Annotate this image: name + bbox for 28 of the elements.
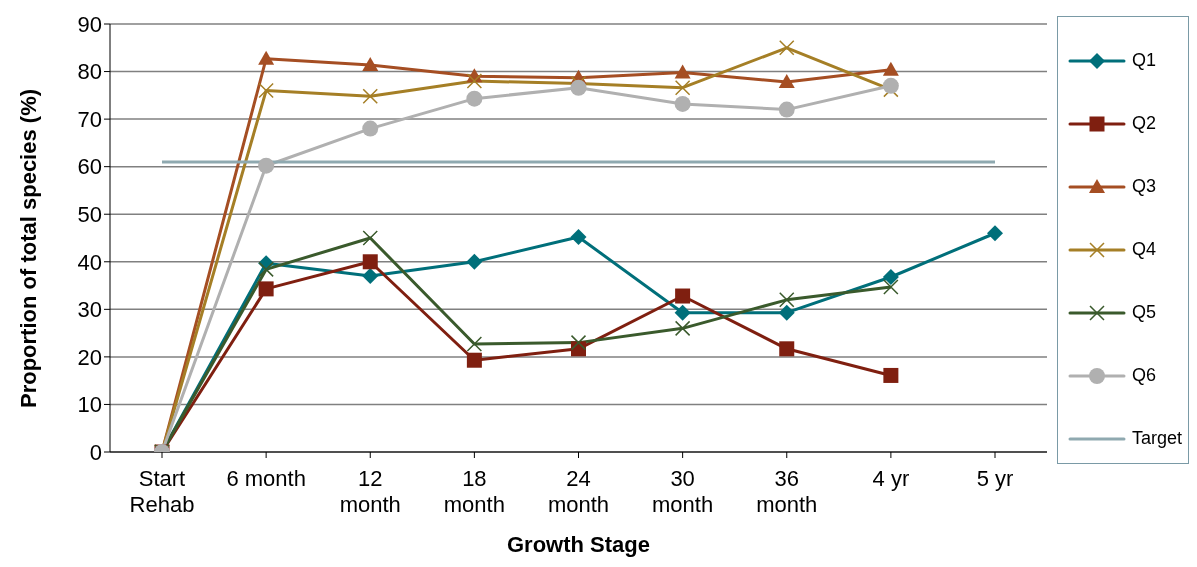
x-tick-label: 12 month	[339, 466, 401, 517]
x-tick-label: 4 yr	[872, 466, 910, 491]
y-tick-label: 30	[77, 297, 102, 323]
x-tick-label: 6 month	[226, 466, 306, 491]
y-tick-label: 20	[77, 344, 102, 370]
x-tick-label: 36 month	[756, 466, 818, 517]
x-tick-label: Start Rehab	[129, 466, 195, 517]
legend-label: Q5	[1132, 302, 1157, 323]
legend-label: Q4	[1132, 239, 1157, 260]
y-tick-label: 0	[89, 439, 102, 465]
y-tick-label: 70	[77, 106, 102, 132]
x-tick-label: 30 month	[652, 466, 714, 517]
y-tick-label: 10	[77, 392, 102, 418]
legend-label: Q6	[1132, 365, 1157, 386]
x-tick-label: 24 month	[547, 466, 610, 517]
legend-label: Q2	[1132, 113, 1157, 134]
legend-label: Q3	[1132, 176, 1157, 197]
y-axis-title: Proportion of total species (%)	[15, 88, 41, 408]
x-tick-label: 5 yr	[976, 466, 1014, 491]
x-axis-title: Growth Stage	[506, 531, 651, 557]
x-tick-label: 18 month	[443, 466, 505, 517]
y-tick-label: 40	[77, 249, 102, 275]
y-tick-label: 90	[77, 11, 102, 37]
legend-label: Q1	[1132, 50, 1157, 71]
y-tick-label: 60	[77, 154, 102, 180]
legend-label: Target	[1132, 428, 1183, 449]
y-tick-label: 80	[77, 59, 102, 85]
y-tick-label: 50	[77, 202, 102, 228]
